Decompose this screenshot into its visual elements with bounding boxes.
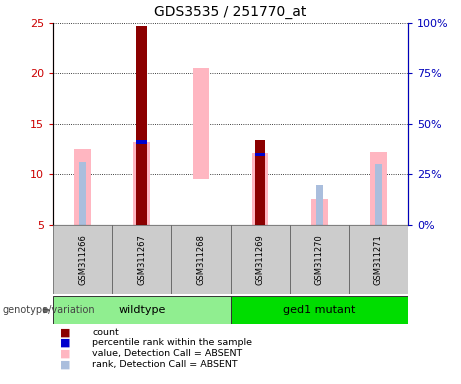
Bar (53, 225, 112, 294)
Text: GSM311266: GSM311266 (78, 234, 87, 285)
Text: ■: ■ (60, 349, 71, 359)
Bar (112, 225, 171, 294)
Text: GSM311271: GSM311271 (374, 234, 383, 285)
Bar (370, 152, 387, 225)
Bar (255, 152, 266, 156)
Text: count: count (92, 328, 119, 337)
Bar (230, 225, 290, 294)
Bar (79, 162, 86, 225)
Bar (375, 164, 382, 225)
Bar (252, 153, 268, 225)
Text: wildtype: wildtype (118, 305, 165, 315)
Bar (290, 225, 349, 294)
Text: ged1 mutant: ged1 mutant (283, 305, 355, 315)
Bar (311, 199, 327, 225)
Text: GSM311270: GSM311270 (315, 234, 324, 285)
Bar (255, 140, 266, 225)
Bar (349, 225, 408, 294)
Text: GSM311269: GSM311269 (255, 234, 265, 285)
Bar (134, 142, 150, 225)
Text: ■: ■ (60, 338, 71, 348)
Bar (74, 149, 91, 225)
Text: rank, Detection Call = ABSENT: rank, Detection Call = ABSENT (92, 360, 238, 369)
Title: GDS3535 / 251770_at: GDS3535 / 251770_at (154, 5, 307, 19)
Text: percentile rank within the sample: percentile rank within the sample (92, 338, 252, 348)
Text: GSM311268: GSM311268 (196, 234, 206, 285)
Bar (171, 225, 230, 294)
Bar (256, 158, 264, 225)
Bar (316, 185, 323, 225)
Text: value, Detection Call = ABSENT: value, Detection Call = ABSENT (92, 349, 242, 358)
Text: ■: ■ (60, 359, 71, 369)
Bar (230, 296, 408, 324)
Bar (53, 296, 230, 324)
Bar (136, 141, 147, 144)
Text: GSM311267: GSM311267 (137, 234, 146, 285)
Text: ■: ■ (60, 327, 71, 337)
Text: genotype/variation: genotype/variation (2, 305, 95, 315)
Bar (136, 26, 147, 225)
Bar (193, 68, 209, 179)
